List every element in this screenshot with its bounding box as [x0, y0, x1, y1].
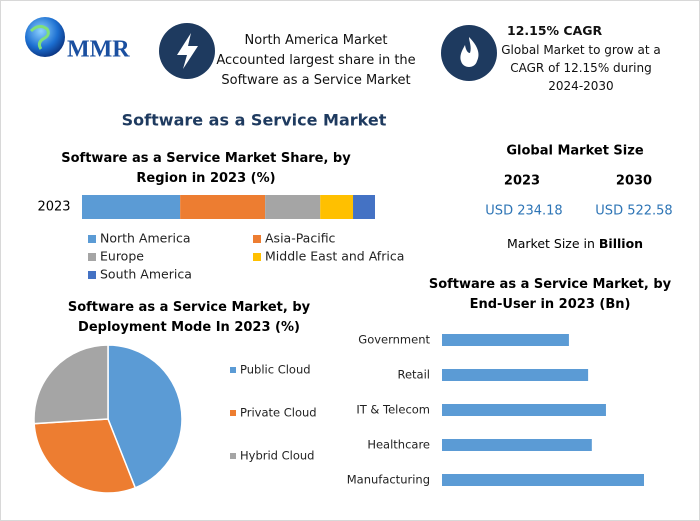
bar — [442, 439, 592, 451]
chart-title: Software as a Service Market, by End-Use… — [428, 277, 672, 312]
legend-swatch — [253, 253, 261, 261]
legend-swatch — [88, 271, 96, 279]
legend-swatch — [88, 235, 96, 243]
flame-icon — [460, 37, 479, 67]
y-tick-label: Manufacturing — [347, 473, 430, 487]
legend-label: Hybrid Cloud — [240, 449, 314, 463]
bar-segment — [265, 195, 321, 219]
legend-swatch — [230, 453, 236, 459]
legend-label: Europe — [100, 249, 144, 264]
year: 2030 — [616, 174, 652, 189]
legend-label: Middle East and Africa — [265, 249, 404, 264]
y-tick-label: Healthcare — [367, 438, 430, 452]
category-label: 2023 — [37, 200, 70, 215]
bar — [442, 404, 606, 416]
bar-segment — [180, 195, 266, 219]
y-tick-label: Government — [358, 333, 430, 347]
legend-swatch — [230, 367, 236, 373]
y-tick-label: IT & Telecom — [356, 403, 430, 417]
market-value: USD 522.58 — [595, 204, 672, 219]
highlight-title: 12.15% CAGR — [507, 23, 603, 38]
highlight-text: Global Market to grow at a CAGR of 12.15… — [501, 43, 661, 93]
legend-label: Asia-Pacific — [265, 231, 336, 246]
y-tick-label: Retail — [398, 368, 431, 382]
pie-slice — [107, 344, 183, 489]
legend-label: Public Cloud — [240, 363, 311, 377]
market-size-title: Global Market Size — [506, 144, 643, 159]
note-unit: Billion — [599, 236, 643, 251]
pie-slice — [33, 344, 109, 425]
legend-label: South America — [100, 267, 192, 282]
bar — [442, 369, 589, 381]
year: 2023 — [504, 174, 540, 189]
highlight-text: North America Market Accounted largest s… — [216, 33, 416, 88]
logo-text: MMR — [67, 37, 130, 63]
legend-swatch — [88, 253, 96, 261]
bar-segment — [353, 195, 375, 219]
legend-swatch — [253, 235, 261, 243]
bar-segment — [82, 195, 181, 219]
main-title: Software as a Service Market — [122, 111, 387, 130]
legend-swatch — [230, 410, 236, 416]
chart-title: Software as a Service Market Share, by R… — [61, 151, 351, 186]
market-note: Market Size in Billion — [507, 236, 643, 251]
bar — [442, 334, 569, 346]
note-prefix: Market Size in — [507, 236, 595, 251]
bar — [442, 474, 644, 486]
market-value: USD 234.18 — [485, 204, 562, 219]
legend-label: North America — [100, 231, 191, 246]
pie-slice — [33, 418, 137, 494]
bar-segment — [320, 195, 354, 219]
lightning-icon — [177, 33, 198, 69]
chart-title: Software as a Service Market, by Deploym… — [67, 300, 311, 335]
logo-land — [29, 24, 50, 50]
legend-label: Private Cloud — [240, 406, 317, 420]
